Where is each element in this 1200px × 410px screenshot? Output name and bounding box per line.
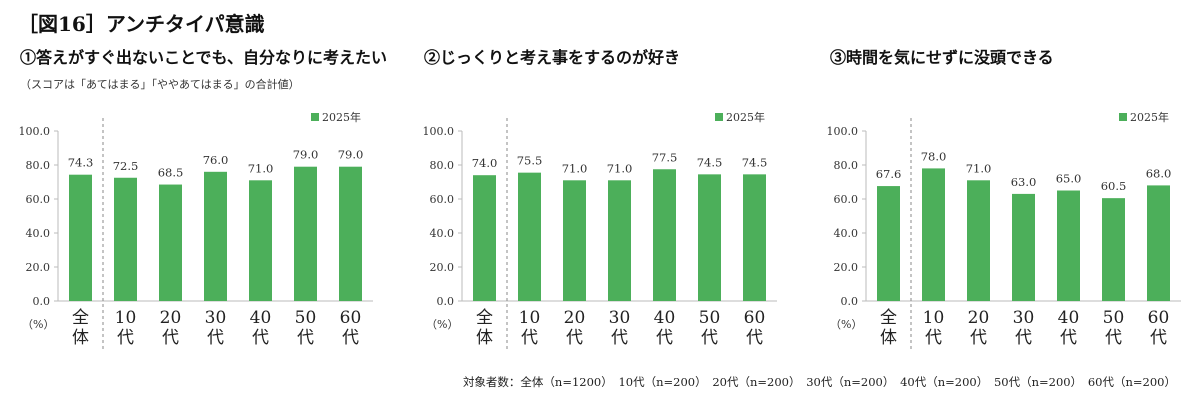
chart-2: 0.0 20.0 40.0 60.0 80.0 100.0 （%） 74.0 全体 75.5 10 代… <box>423 110 777 350</box>
legend-label: 2025年 <box>726 110 765 124</box>
category-label: 30 代 <box>205 308 227 348</box>
category-label: 60 代 <box>1148 308 1170 348</box>
y-tick-label: 40.0 <box>430 227 455 240</box>
category-label: 50 代 <box>295 308 317 348</box>
data-label: 60.5 <box>1101 179 1127 193</box>
data-label: 71.0 <box>607 161 633 175</box>
data-label: 76.0 <box>203 153 229 167</box>
category-label: 30 代 <box>609 308 631 348</box>
y-tick-label: 40.0 <box>26 227 51 240</box>
y-tick-label: 0.0 <box>841 295 859 308</box>
legend-swatch <box>311 113 319 121</box>
data-label: 68.5 <box>158 166 184 180</box>
category-label: 50 代 <box>1103 308 1125 348</box>
bar <box>159 184 182 301</box>
chart-3-title: ③時間を気にせずに没頭できる <box>830 48 1054 67</box>
category-label: 10 代 <box>115 308 137 348</box>
bar <box>249 180 272 301</box>
bar <box>114 177 137 301</box>
bar <box>473 175 496 301</box>
category-label: 20 代 <box>564 308 586 348</box>
y-tick-label: 100.0 <box>827 125 859 138</box>
bar <box>967 180 990 301</box>
bar <box>698 174 721 301</box>
bar <box>563 180 586 301</box>
data-label: 79.0 <box>338 148 364 162</box>
y-tick-label: 80.0 <box>26 159 51 172</box>
y-tick-label: 100.0 <box>19 125 51 138</box>
y-tick-label: 40.0 <box>834 227 859 240</box>
sample-size-footnote: 対象者数：全体（n=1200） 10代（n=200） 20代（n=200） 30… <box>462 375 1176 389</box>
y-tick-label: 20.0 <box>26 261 51 274</box>
category-label: 全体 <box>476 308 493 348</box>
data-label: 71.0 <box>562 161 588 175</box>
category-label: 30 代 <box>1013 308 1035 348</box>
chart-2-title: ②じっくりと考え事をするのが好き <box>424 48 681 67</box>
bar <box>743 174 766 301</box>
legend-swatch <box>1119 113 1127 121</box>
data-label: 74.5 <box>742 155 768 169</box>
chart-1: 0.0 20.0 40.0 60.0 80.0 100.0 （%） 74.3 全体 72.5 10 代… <box>19 110 373 350</box>
legend-label: 2025年 <box>1130 110 1169 124</box>
bar <box>1102 198 1125 301</box>
data-label: 74.3 <box>68 156 94 170</box>
y-tick-label: 100.0 <box>423 125 455 138</box>
category-label: 20 代 <box>968 308 990 348</box>
category-label: 全体 <box>72 308 89 348</box>
bar <box>518 172 541 301</box>
bar <box>294 166 317 301</box>
y-tick-label: 60.0 <box>26 193 51 206</box>
score-note: （スコアは「あてはまる」「ややあてはまる」の合計値） <box>20 78 300 91</box>
category-label: 10 代 <box>519 308 541 348</box>
category-label: 60 代 <box>340 308 362 348</box>
data-label: 72.5 <box>113 159 139 173</box>
data-label: 63.0 <box>1011 175 1037 189</box>
figure-title: ［図16］アンチタイパ意識 <box>18 12 265 36</box>
legend-swatch <box>715 113 723 121</box>
bar <box>877 186 900 301</box>
y-tick-label: 60.0 <box>430 193 455 206</box>
bar <box>1057 190 1080 301</box>
bar <box>1012 193 1035 301</box>
data-label: 67.6 <box>876 167 902 181</box>
category-label: 20 代 <box>160 308 182 348</box>
data-label: 78.0 <box>921 149 947 163</box>
chart-3: 0.0 20.0 40.0 60.0 80.0 100.0 （%） 67.6 全体 78.0 10 代… <box>827 110 1181 350</box>
category-label: 40 代 <box>1058 308 1080 348</box>
bar <box>653 169 676 301</box>
bar <box>69 174 92 301</box>
category-label: 40 代 <box>654 308 676 348</box>
data-label: 68.0 <box>1146 166 1172 180</box>
category-label: 50 代 <box>699 308 721 348</box>
category-label: 40 代 <box>250 308 272 348</box>
data-label: 65.0 <box>1056 172 1082 186</box>
data-label: 71.0 <box>966 161 992 175</box>
y-tick-label: 60.0 <box>834 193 859 206</box>
category-label: 10 代 <box>923 308 945 348</box>
y-axis-label: （%） <box>22 318 54 331</box>
data-label: 77.5 <box>652 150 678 164</box>
data-label: 79.0 <box>293 148 319 162</box>
data-label: 74.5 <box>697 155 723 169</box>
category-label: 60 代 <box>744 308 766 348</box>
y-axis-label: （%） <box>830 318 862 331</box>
bar <box>339 166 362 301</box>
y-axis-label: （%） <box>426 318 458 331</box>
bar <box>1147 185 1170 301</box>
bar <box>204 171 227 301</box>
legend-label: 2025年 <box>322 110 361 124</box>
y-tick-label: 80.0 <box>430 159 455 172</box>
data-label: 71.0 <box>248 161 274 175</box>
y-tick-label: 20.0 <box>834 261 859 274</box>
data-label: 74.0 <box>472 156 498 170</box>
y-tick-label: 20.0 <box>430 261 455 274</box>
y-tick-label: 0.0 <box>33 295 51 308</box>
bar <box>608 180 631 301</box>
y-tick-label: 80.0 <box>834 159 859 172</box>
data-label: 75.5 <box>517 154 543 168</box>
category-label: 全体 <box>880 308 897 348</box>
chart-1-title: ①答えがすぐ出ないことでも、自分なりに考えたい <box>20 48 388 67</box>
bar <box>922 168 945 301</box>
y-tick-label: 0.0 <box>437 295 455 308</box>
